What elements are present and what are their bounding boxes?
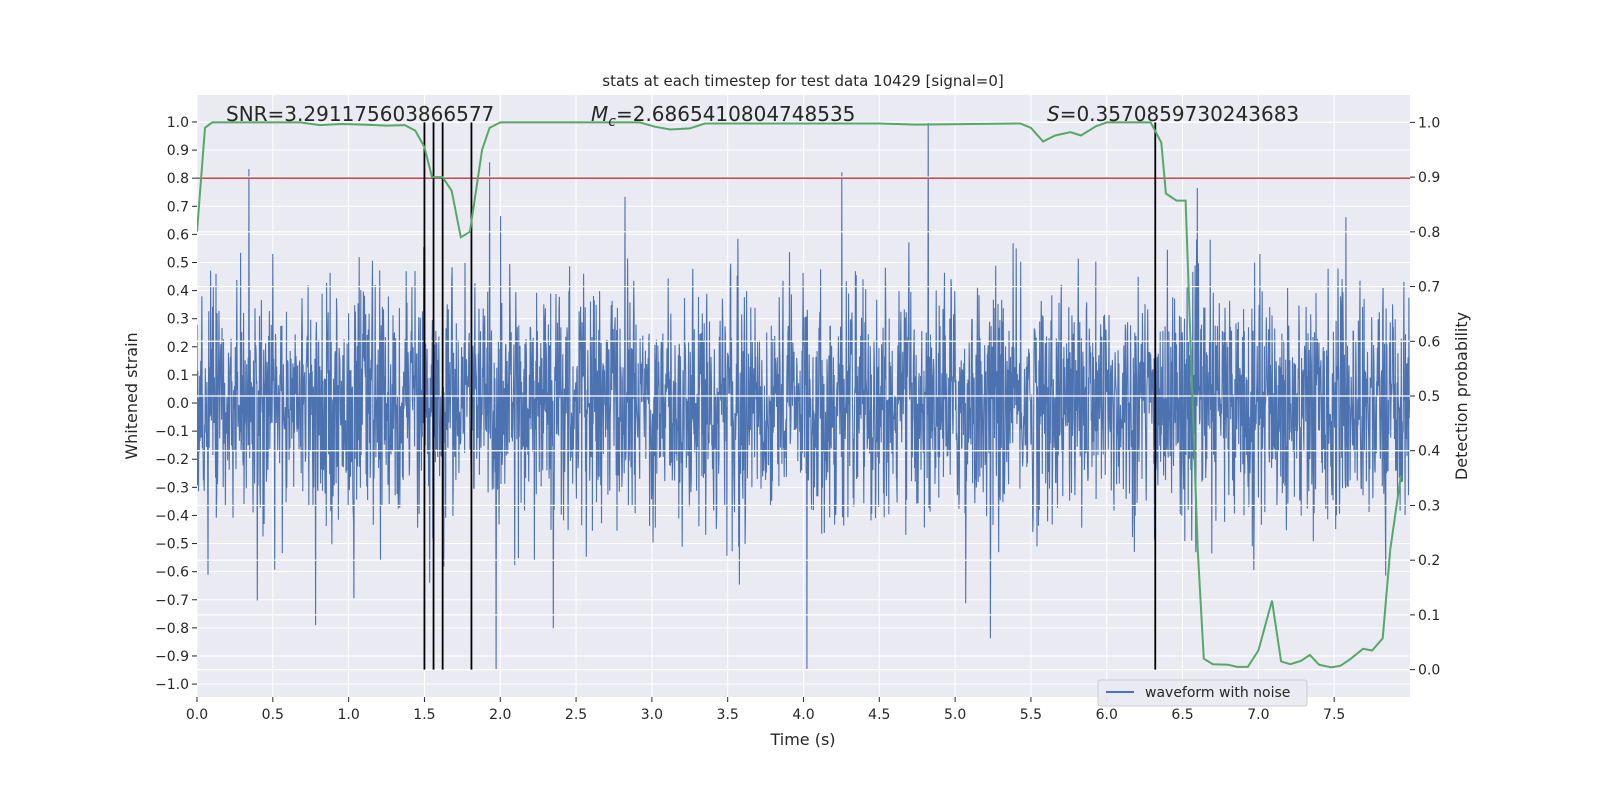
x-tick-label: 0.5: [262, 707, 284, 723]
y-tick-label: −0.3: [155, 480, 189, 496]
y-tick-label: 1.0: [167, 115, 189, 131]
y-tick-label: −0.5: [155, 537, 189, 553]
snr-annotation: SNR=3.291175603866577: [226, 102, 494, 126]
y-tick-label-right: 0.2: [1418, 553, 1440, 569]
y-ticks-left: 1.0 0.9 0.8 0.7 0.6 0.5 0.4 0.3 0.2 0.1 0.0 −0.1 −0.…: [155, 115, 197, 693]
y-tick-label: 0.6: [167, 227, 189, 243]
y-tick-label-right: 1.0: [1418, 115, 1440, 131]
legend-label: waveform with noise: [1145, 685, 1290, 701]
y-tick-label-right: 0.8: [1418, 225, 1440, 241]
x-tick-label: 3.5: [717, 707, 739, 723]
y-tick-label: −0.9: [155, 649, 189, 665]
y-tick-label: −0.4: [155, 508, 189, 524]
y-tick-label: 0.3: [167, 312, 189, 328]
mc-annotation: Mc=2.6865410804748535: [591, 102, 855, 130]
x-tick-label: 7.0: [1247, 707, 1269, 723]
s-annotation: S=0.3570859730243683: [1047, 102, 1299, 126]
x-tick-label: 5.0: [944, 707, 966, 723]
y-tick-label-right: 0.3: [1418, 498, 1440, 514]
x-tick-label: 7.5: [1323, 707, 1345, 723]
y-axis-label: Whitened strain: [122, 332, 141, 459]
x-tick-label: 0.0: [186, 707, 208, 723]
y-tick-label-right: 0.5: [1418, 389, 1440, 405]
x-tick-label: 1.0: [337, 707, 359, 723]
y-tick-label: −1.0: [155, 677, 189, 693]
y-tick-label-right: 0.1: [1418, 608, 1440, 624]
x-tick-label: 6.0: [1096, 707, 1118, 723]
x-tick-label: 4.5: [868, 707, 890, 723]
y-tick-label: −0.6: [155, 565, 189, 581]
x-tick-label: 3.0: [641, 707, 663, 723]
y-tick-label-right: 0.9: [1418, 170, 1440, 186]
y-tick-label: −0.8: [155, 621, 189, 637]
x-tick-label: 2.5: [565, 707, 587, 723]
y-tick-label: 0.1: [167, 368, 189, 384]
y-tick-label: 0.5: [167, 256, 189, 272]
y-tick-label: −0.1: [155, 424, 189, 440]
y-tick-label-right: 0.4: [1418, 444, 1440, 460]
x-tick-label: 1.5: [413, 707, 435, 723]
probability-series: [197, 121, 1402, 669]
y-axis-label-right: Detection probability: [1452, 312, 1471, 480]
y-tick-label: 0.0: [167, 396, 189, 412]
grid-right: [197, 121, 1410, 671]
y-tick-label-right: 0.7: [1418, 280, 1440, 296]
y-tick-label: −0.7: [155, 593, 189, 609]
marker-lines: [423, 122, 1157, 670]
waveform-series: [197, 121, 1410, 671]
y-tick-label: 0.7: [167, 199, 189, 215]
y-ticks-right: 1.0 0.9 0.8 0.7 0.6 0.5 0.4 0.3 0.2 0.1 0.0: [1410, 115, 1440, 679]
x-axis-label: Time (s): [769, 730, 835, 749]
x-tick-label: 5.5: [1020, 707, 1042, 723]
legend: waveform with noise: [1097, 679, 1308, 707]
x-tick-label: 4.0: [792, 707, 814, 723]
y-tick-label-right: 0.6: [1418, 334, 1440, 350]
y-tick-label: 0.2: [167, 340, 189, 356]
x-tick-label: 6.5: [1171, 707, 1193, 723]
y-tick-label: 0.4: [167, 284, 189, 300]
x-tick-label: 2.0: [489, 707, 511, 723]
y-tick-label-right: 0.0: [1418, 663, 1440, 679]
y-tick-label: 0.8: [167, 171, 189, 187]
chart-title: stats at each timestep for test data 104…: [602, 72, 1003, 90]
y-tick-label: −0.2: [155, 452, 189, 468]
y-tick-label: 0.9: [167, 143, 189, 159]
